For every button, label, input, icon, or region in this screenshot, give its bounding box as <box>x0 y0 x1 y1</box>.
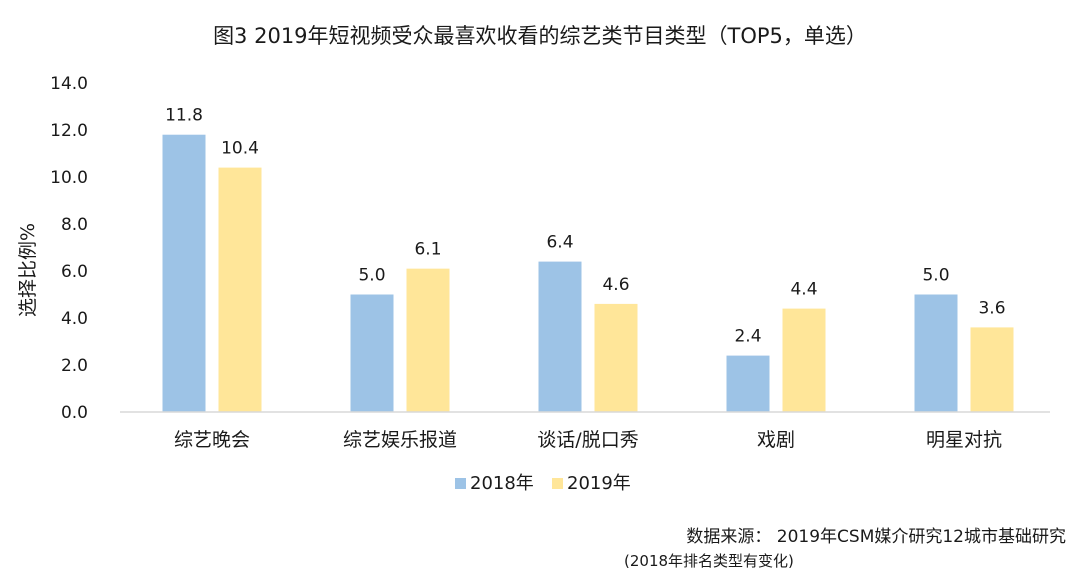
data-label: 4.6 <box>602 275 629 295</box>
data-label: 2.4 <box>734 327 761 347</box>
y-axis-label: 选择比例% <box>17 223 39 317</box>
legend-swatch <box>552 478 563 489</box>
bar <box>594 303 638 412</box>
y-tick-label: 2.0 <box>61 356 88 376</box>
y-tick-label: 12.0 <box>50 121 88 141</box>
y-tick-label: 0.0 <box>61 403 88 423</box>
data-label: 5.0 <box>358 266 385 286</box>
x-axis-categories: 综艺晚会 综艺娱乐报道 谈话/脱口秀 戏剧 明星对抗 <box>174 429 1002 451</box>
source-note: 数据来源： 2019年CSM媒介研究12城市基础研究 <box>686 527 1066 547</box>
category-label: 戏剧 <box>757 429 795 451</box>
data-label: 6.1 <box>414 240 441 260</box>
y-tick-label: 10.0 <box>50 168 88 188</box>
y-tick-label: 8.0 <box>61 215 88 235</box>
bar <box>350 294 394 412</box>
data-label: 3.6 <box>978 298 1005 318</box>
footnote: (2018年排名类型有变化) <box>624 552 794 570</box>
category-label: 综艺娱乐报道 <box>343 429 457 451</box>
bars: 11.8 10.4 5.0 6.1 6.4 4.6 2.4 4.4 5.0 3.6 <box>162 106 1014 412</box>
chart-title: 图3 2019年短视频受众最喜欢收看的综艺类节目类型（TOP5，单选） <box>213 24 867 48</box>
legend: 2018年 2019年 <box>455 473 631 494</box>
data-label: 10.4 <box>221 139 259 159</box>
bar <box>218 167 262 412</box>
legend-label: 2018年 <box>470 473 534 494</box>
bar <box>970 327 1014 412</box>
data-label: 5.0 <box>922 266 949 286</box>
bar <box>914 294 958 412</box>
category-label: 谈话/脱口秀 <box>537 429 638 451</box>
bar <box>162 134 206 412</box>
data-label: 4.4 <box>790 280 817 300</box>
bar <box>782 308 826 412</box>
category-label: 综艺晚会 <box>174 429 250 451</box>
y-tick-label: 14.0 <box>50 74 88 94</box>
y-axis-ticks: 0.0 2.0 4.0 6.0 8.0 10.0 12.0 14.0 <box>50 74 88 423</box>
bar <box>406 268 450 412</box>
legend-label: 2019年 <box>567 473 631 494</box>
bar <box>726 355 770 412</box>
data-label: 11.8 <box>165 106 203 126</box>
y-tick-label: 4.0 <box>61 309 88 329</box>
data-label: 6.4 <box>546 233 573 253</box>
bar <box>538 261 582 412</box>
category-label: 明星对抗 <box>926 429 1002 451</box>
legend-swatch <box>455 478 466 489</box>
y-tick-label: 6.0 <box>61 262 88 282</box>
